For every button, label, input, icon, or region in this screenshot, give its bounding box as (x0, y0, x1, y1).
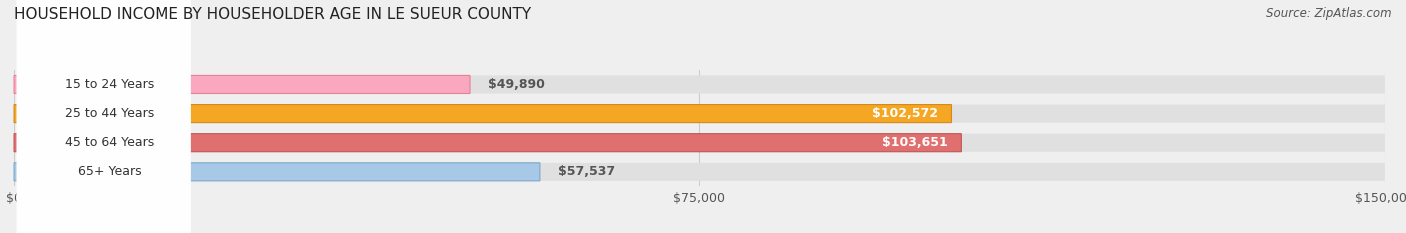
FancyBboxPatch shape (17, 0, 190, 233)
Text: HOUSEHOLD INCOME BY HOUSEHOLDER AGE IN LE SUEUR COUNTY: HOUSEHOLD INCOME BY HOUSEHOLDER AGE IN L… (14, 7, 531, 22)
FancyBboxPatch shape (14, 75, 470, 93)
FancyBboxPatch shape (14, 105, 1385, 123)
FancyBboxPatch shape (17, 0, 190, 233)
Text: $49,890: $49,890 (488, 78, 546, 91)
FancyBboxPatch shape (14, 163, 540, 181)
Text: $103,651: $103,651 (882, 136, 948, 149)
FancyBboxPatch shape (14, 105, 952, 123)
Text: $57,537: $57,537 (558, 165, 616, 178)
Text: Source: ZipAtlas.com: Source: ZipAtlas.com (1267, 7, 1392, 20)
Text: 45 to 64 Years: 45 to 64 Years (66, 136, 155, 149)
FancyBboxPatch shape (17, 0, 190, 233)
Text: 15 to 24 Years: 15 to 24 Years (66, 78, 155, 91)
FancyBboxPatch shape (14, 134, 962, 152)
FancyBboxPatch shape (17, 0, 190, 233)
FancyBboxPatch shape (14, 134, 1385, 152)
Text: 65+ Years: 65+ Years (79, 165, 142, 178)
Text: 25 to 44 Years: 25 to 44 Years (66, 107, 155, 120)
Text: $102,572: $102,572 (872, 107, 938, 120)
FancyBboxPatch shape (14, 163, 1385, 181)
FancyBboxPatch shape (14, 75, 1385, 93)
